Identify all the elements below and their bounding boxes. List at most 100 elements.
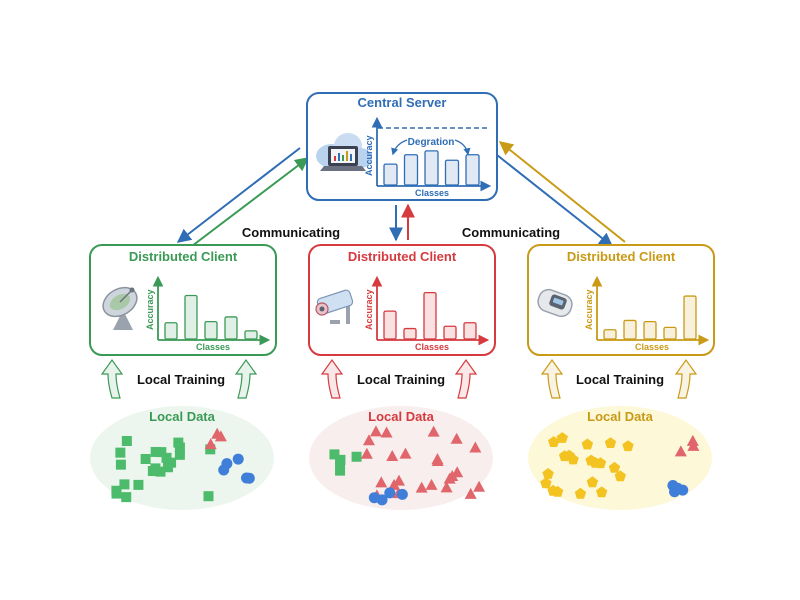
degration-arrow-left (391, 139, 408, 156)
accuracy-bar (463, 322, 477, 340)
accuracy-bar (465, 154, 480, 186)
data-square (351, 451, 362, 462)
accuracy-bar (603, 329, 617, 340)
accuracy-bar (443, 325, 457, 340)
accuracy-bar (224, 316, 238, 340)
client3-title: Distributed Client (567, 249, 676, 264)
server-to-client1-arrow (176, 147, 301, 243)
data-pentagon (558, 450, 571, 462)
accuracy-bar (403, 154, 419, 186)
data-pentagon (585, 454, 597, 466)
accuracy-bar (244, 330, 258, 340)
degration-label: Degration (408, 137, 455, 148)
data-square (335, 454, 346, 465)
communicating-label-right: Communicating (462, 225, 560, 240)
data-circle (396, 488, 408, 500)
data-square (121, 436, 132, 447)
local-training-arrow (540, 358, 564, 399)
accuracy-bar (383, 163, 398, 186)
local-training-arrow (234, 358, 258, 399)
local-training-arrow (100, 358, 124, 399)
client-box-1 (89, 244, 277, 356)
data-pentagon (604, 437, 617, 448)
fitness-band-icon (537, 288, 573, 318)
data-square (115, 447, 126, 458)
accuracy-bar (423, 291, 437, 340)
data-pentagon (542, 468, 554, 479)
data-triangle (369, 425, 382, 437)
data-square (150, 446, 161, 457)
data-triangle (386, 449, 399, 461)
local-data-area-3 (528, 406, 712, 510)
server-bars (383, 150, 480, 186)
degration-arrow-right (454, 139, 471, 156)
accuracy-bar (204, 320, 218, 340)
data-circle (232, 453, 244, 465)
data-triangle (375, 476, 388, 488)
accuracy-bar (403, 327, 417, 340)
accuracy-bar (184, 294, 198, 340)
data-pentagon (567, 453, 579, 465)
data-triangle (450, 432, 463, 444)
data-square (329, 449, 340, 460)
accuracy-bar (643, 320, 657, 340)
data-pentagon (556, 432, 568, 443)
local-training-arrow (454, 358, 478, 399)
client1-bars (164, 294, 258, 340)
security-camera-icon (315, 289, 354, 324)
local-training-arrow (320, 358, 344, 399)
client2-title: Distributed Client (348, 249, 457, 264)
server-to-client3-arrow (496, 154, 614, 247)
data-triangle (473, 480, 486, 492)
communicating-label-left: Communicating (242, 225, 340, 240)
local-data-points (111, 425, 700, 506)
data-circle (368, 492, 380, 504)
data-square (155, 466, 166, 477)
data-circle (241, 472, 253, 484)
data-triangle (446, 470, 459, 482)
data-triangle (464, 487, 477, 499)
client1-title: Distributed Client (129, 249, 238, 264)
accuracy-bar (164, 322, 178, 340)
client3-to-server-arrow (498, 141, 626, 243)
data-pentagon (540, 477, 552, 489)
client3-y-axis-label: Accuracy (584, 289, 594, 330)
data-square (203, 491, 214, 502)
data-triangle (440, 481, 453, 493)
client-box-2 (308, 244, 496, 356)
server-y-axis-label: Accuracy (364, 135, 374, 176)
data-square (162, 462, 173, 473)
data-triangle (399, 447, 412, 459)
local-data-label-3: Local Data (587, 409, 654, 424)
data-circle (672, 482, 684, 494)
data-square (174, 449, 185, 460)
satellite-dish-icon (102, 286, 138, 330)
accuracy-bar (444, 159, 460, 186)
data-triangle (415, 481, 428, 493)
client3-bars (603, 295, 697, 340)
client1-to-server-arrow (191, 157, 310, 247)
local-data-label-1: Local Data (149, 409, 216, 424)
data-square (121, 492, 132, 503)
data-pentagon (596, 486, 608, 498)
data-square (119, 479, 130, 490)
data-pentagon (622, 440, 634, 452)
data-triangle (425, 478, 438, 490)
server-x-axis-label: Classes (415, 188, 449, 198)
client2-bars (383, 291, 477, 340)
data-square (161, 452, 172, 463)
data-triangle (431, 454, 444, 466)
accuracy-bar (663, 326, 677, 340)
data-triangle (427, 425, 440, 437)
central-server-box (306, 92, 498, 201)
data-square (147, 466, 158, 477)
accuracy-bar (683, 295, 697, 340)
data-triangle (214, 430, 227, 442)
data-pentagon (614, 470, 626, 482)
data-triangle (360, 447, 373, 459)
local-training-label-3: Local Training (576, 372, 664, 387)
data-pentagon (548, 436, 560, 447)
data-square (335, 465, 346, 476)
data-pentagon (608, 461, 621, 473)
